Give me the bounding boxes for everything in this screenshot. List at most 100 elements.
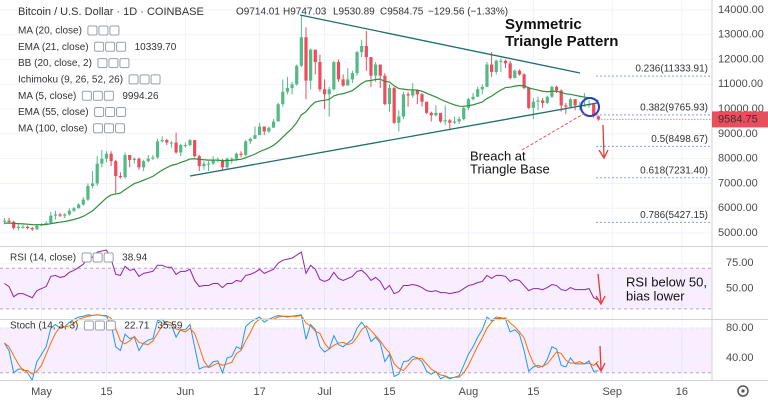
candle-body (568, 99, 573, 107)
candle-body (100, 158, 104, 164)
candle-body (304, 37, 308, 81)
candle-body (258, 126, 262, 136)
candle-body (448, 120, 452, 123)
candle-body (137, 158, 141, 168)
candle-body (12, 221, 16, 229)
down-arrow (595, 345, 606, 373)
candle-body (26, 226, 30, 229)
x-tick-label: 15 (527, 386, 539, 398)
ohlc-value: O9714.01 (236, 7, 280, 18)
candle-body (160, 140, 164, 142)
legend-value: 10339.70 (135, 42, 177, 53)
legend-icon[interactable] (83, 320, 94, 331)
legend-icon[interactable] (97, 58, 108, 69)
candle-body (466, 99, 470, 108)
candle-body (425, 101, 429, 113)
legend-icon[interactable] (92, 123, 103, 134)
candle-body (429, 112, 433, 116)
legend-name: MA (20, close) (18, 26, 82, 37)
candle-body (336, 62, 341, 80)
legend-icon[interactable] (116, 107, 127, 117)
candle-body (281, 91, 285, 105)
candle-body (517, 70, 522, 75)
candle-body (230, 158, 234, 160)
x-tick-label: 15 (383, 386, 395, 398)
candle-body (132, 158, 136, 160)
x-tick-label: Sep (602, 386, 622, 398)
candle-body (383, 75, 387, 105)
legend-icon[interactable] (92, 252, 103, 263)
candle-body (49, 215, 53, 224)
y-tick-label: 12000.00 (718, 53, 764, 65)
legend-icon[interactable] (92, 90, 103, 101)
breach-pointer (521, 112, 586, 151)
candle-body (2, 220, 6, 222)
legend-icon[interactable] (105, 320, 116, 331)
candle-body (434, 112, 438, 116)
candle-body (360, 45, 364, 53)
legend-icon[interactable] (94, 320, 105, 331)
candle-body (202, 163, 206, 167)
legend-icon[interactable] (98, 25, 109, 36)
legend-icon[interactable] (108, 58, 119, 69)
settings-icon-ring[interactable] (737, 385, 749, 397)
legend-icon[interactable] (128, 74, 139, 85)
candle-body (253, 135, 257, 139)
candle-body (58, 214, 62, 216)
candle-body (559, 90, 563, 106)
candle-body (545, 96, 549, 103)
legend-icon[interactable] (114, 123, 125, 134)
candle-body (401, 94, 406, 117)
x-tick-label: 17 (253, 386, 265, 398)
legend-icon[interactable] (150, 74, 161, 85)
candle-body (151, 157, 155, 159)
legend-icon[interactable] (81, 90, 92, 101)
candle-body (503, 60, 508, 64)
candle-body (490, 64, 494, 72)
fib-label: 0.5(8498.67) (651, 134, 708, 145)
candle-body (387, 88, 392, 105)
legend-icon[interactable] (116, 41, 127, 52)
legend-icon[interactable] (103, 90, 114, 101)
legend-icon[interactable] (94, 107, 105, 117)
candle-body (118, 176, 122, 178)
legend-icon[interactable] (94, 41, 105, 52)
settings-icon-dot[interactable] (741, 389, 745, 393)
legend-name: EMA (21, close) (18, 42, 89, 53)
legend-name: Ichimoku (9, 26, 52, 26) (18, 75, 123, 86)
candle-body (30, 228, 34, 230)
candle-body (596, 116, 600, 120)
settings-icon[interactable] (737, 385, 749, 397)
x-tick-label: Aug (459, 386, 479, 398)
legend-name: EMA (55, close) (18, 107, 89, 118)
legend-icon[interactable] (103, 123, 114, 134)
candle-body (536, 100, 540, 102)
legend-icon[interactable] (109, 25, 120, 36)
ohlc-value: L9530.89 (333, 7, 375, 18)
legend-icon[interactable] (119, 58, 130, 69)
price-tag (712, 111, 768, 128)
y-tick-label: 13000.00 (718, 29, 764, 41)
price-tag-label: 9584.75 (718, 113, 758, 125)
legend-icon[interactable] (81, 252, 92, 263)
candle-body (369, 57, 373, 76)
candle-body (508, 63, 512, 79)
legend-icon[interactable] (105, 107, 116, 117)
legend-icon[interactable] (103, 252, 114, 263)
y-tick-label: 5000.00 (718, 227, 758, 239)
legend-icon[interactable] (87, 25, 98, 36)
candle-body (573, 99, 577, 106)
candle-body (262, 126, 266, 132)
candle-body (309, 49, 313, 81)
candle-body (16, 226, 20, 229)
legend-icon[interactable] (139, 74, 150, 85)
legend-name: Stoch (14, 3, 3) (10, 321, 78, 332)
y-tick-label: 14000.00 (718, 4, 764, 16)
candle-body (522, 74, 526, 89)
candle-body (318, 62, 322, 90)
candle-body (206, 163, 211, 165)
annotation: Triangle Base (470, 161, 550, 176)
legend-icon[interactable] (105, 41, 116, 52)
candle-body (392, 88, 396, 123)
